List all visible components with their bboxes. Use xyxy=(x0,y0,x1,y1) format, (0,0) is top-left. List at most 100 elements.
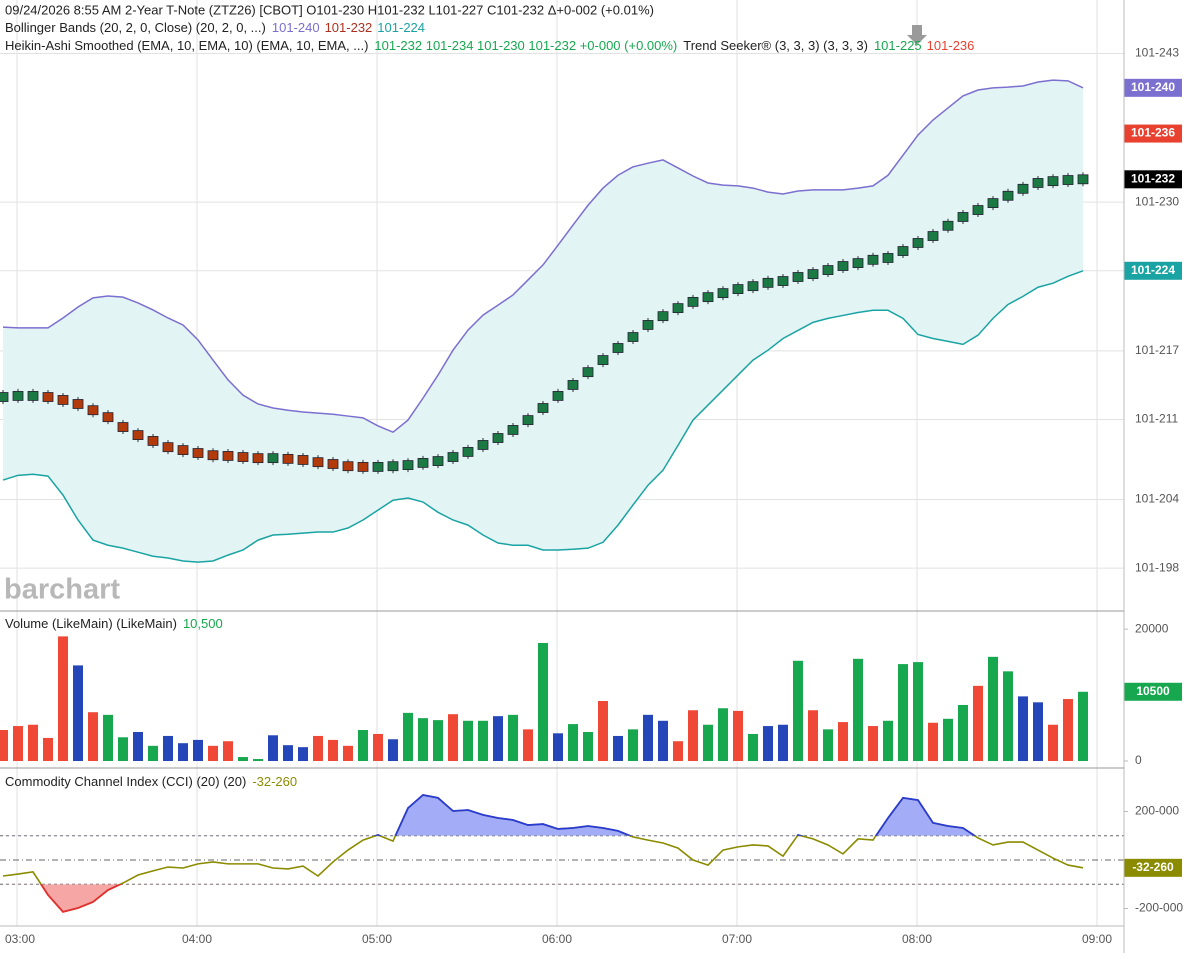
oversold-fill xyxy=(3,884,1083,912)
volume-bar xyxy=(778,724,788,761)
candle xyxy=(477,440,489,450)
volume-bar xyxy=(853,658,863,761)
candle xyxy=(822,265,834,275)
price-label: 101-224 xyxy=(1131,263,1175,277)
candle xyxy=(207,450,219,461)
price-label-box xyxy=(1124,78,1182,97)
candle xyxy=(942,220,954,231)
candle xyxy=(597,355,609,365)
panel-title: Commodity Channel Index (CCI) (20) (20) -… xyxy=(5,774,297,789)
price-label-box xyxy=(1124,261,1182,280)
overbought-fill xyxy=(375,794,975,836)
volume-bar xyxy=(598,701,608,761)
candle xyxy=(972,205,984,215)
indicator-value: 101-225 xyxy=(874,38,922,53)
volume-bar xyxy=(613,735,623,761)
indicator-value: 101-232 xyxy=(325,20,373,35)
candle xyxy=(927,231,939,241)
volume-bar xyxy=(883,720,893,761)
header-line: Heikin-Ashi Smoothed (EMA, 10, EMA, 10) … xyxy=(5,38,974,53)
candle xyxy=(177,445,189,455)
candle xyxy=(0,392,9,402)
price-label: 101-240 xyxy=(1131,80,1175,94)
volume-bar xyxy=(838,722,848,761)
candle xyxy=(702,292,714,303)
volume-bar xyxy=(733,710,743,761)
candle xyxy=(762,277,774,288)
candle xyxy=(27,391,39,401)
volume-bar xyxy=(403,712,413,761)
candle xyxy=(957,212,969,222)
volume-bar xyxy=(673,741,683,761)
panel-title: Volume (LikeMain) (LikeMain) 10,500 xyxy=(5,616,223,631)
indicator-value: 101-236 xyxy=(927,38,975,53)
candle xyxy=(897,246,909,256)
watermark: barchart xyxy=(4,574,120,606)
volume-bar xyxy=(118,737,128,761)
candle xyxy=(732,284,744,294)
candle xyxy=(222,451,234,461)
candle xyxy=(372,462,384,472)
volume-bar xyxy=(538,642,548,761)
volume-bar xyxy=(1033,702,1043,761)
candle xyxy=(852,258,864,269)
candle xyxy=(147,436,159,446)
candle xyxy=(612,343,624,353)
candle xyxy=(357,462,369,472)
upper-band xyxy=(2,79,1084,434)
y-tick-label: 20000 xyxy=(1135,621,1169,635)
volume-bar xyxy=(943,718,953,761)
candle xyxy=(522,415,534,425)
volume-bar xyxy=(388,739,398,761)
candle xyxy=(552,391,564,401)
price-label: 101-236 xyxy=(1131,126,1175,140)
volume-bar xyxy=(868,726,878,761)
candle xyxy=(297,455,309,465)
candle xyxy=(117,422,129,432)
candle xyxy=(687,296,699,307)
y-tick-label: 101-243 xyxy=(1135,46,1179,60)
candle xyxy=(672,303,684,314)
volume-bar xyxy=(703,724,713,761)
volume-bar xyxy=(163,735,173,761)
candle xyxy=(132,430,144,440)
candle xyxy=(327,459,339,469)
candle xyxy=(987,198,999,208)
y-tick-label: 101-217 xyxy=(1135,343,1179,357)
candle xyxy=(1047,176,1059,187)
candle xyxy=(42,392,54,402)
candle xyxy=(162,442,174,453)
volume-bar xyxy=(793,660,803,761)
candle xyxy=(1077,174,1089,185)
value-label-box xyxy=(1124,682,1182,701)
volume-bar xyxy=(718,708,728,761)
candle xyxy=(1017,183,1029,194)
volume-bar xyxy=(688,710,698,761)
x-tick-label: 09:00 xyxy=(1082,932,1112,946)
header-line: Bollinger Bands (20, 2, 0, Close) (20, 2… xyxy=(5,20,425,35)
indicator-name: Heikin-Ashi Smoothed (EMA, 10, EMA, 10) … xyxy=(5,38,368,53)
candle xyxy=(507,425,519,435)
y-tick-label: 101-211 xyxy=(1135,412,1178,426)
indicator-name: Bollinger Bands (20, 2, 0, Close) (20, 2… xyxy=(5,20,266,35)
candle xyxy=(432,456,444,466)
volume-bar xyxy=(973,685,983,761)
candle xyxy=(252,453,264,464)
marks: 03:00 04:00 05:00 06:00 07:00 08:00 09:00 101-1… xyxy=(0,46,1183,946)
candle xyxy=(57,395,69,405)
indicator-value: 101-224 xyxy=(377,20,425,35)
candle xyxy=(1032,178,1044,188)
candle xyxy=(657,311,669,322)
volume-bar xyxy=(148,745,158,761)
volume-bar xyxy=(808,710,818,761)
candle xyxy=(912,238,924,248)
volume-bar xyxy=(0,730,8,761)
volume-bar xyxy=(913,662,923,761)
volume-bar xyxy=(1063,699,1073,761)
candle xyxy=(192,448,204,458)
volume-bar xyxy=(988,656,998,761)
x-tick-label: 06:00 xyxy=(542,932,572,946)
candle xyxy=(72,399,84,409)
value-label: 10500 xyxy=(1136,684,1170,698)
